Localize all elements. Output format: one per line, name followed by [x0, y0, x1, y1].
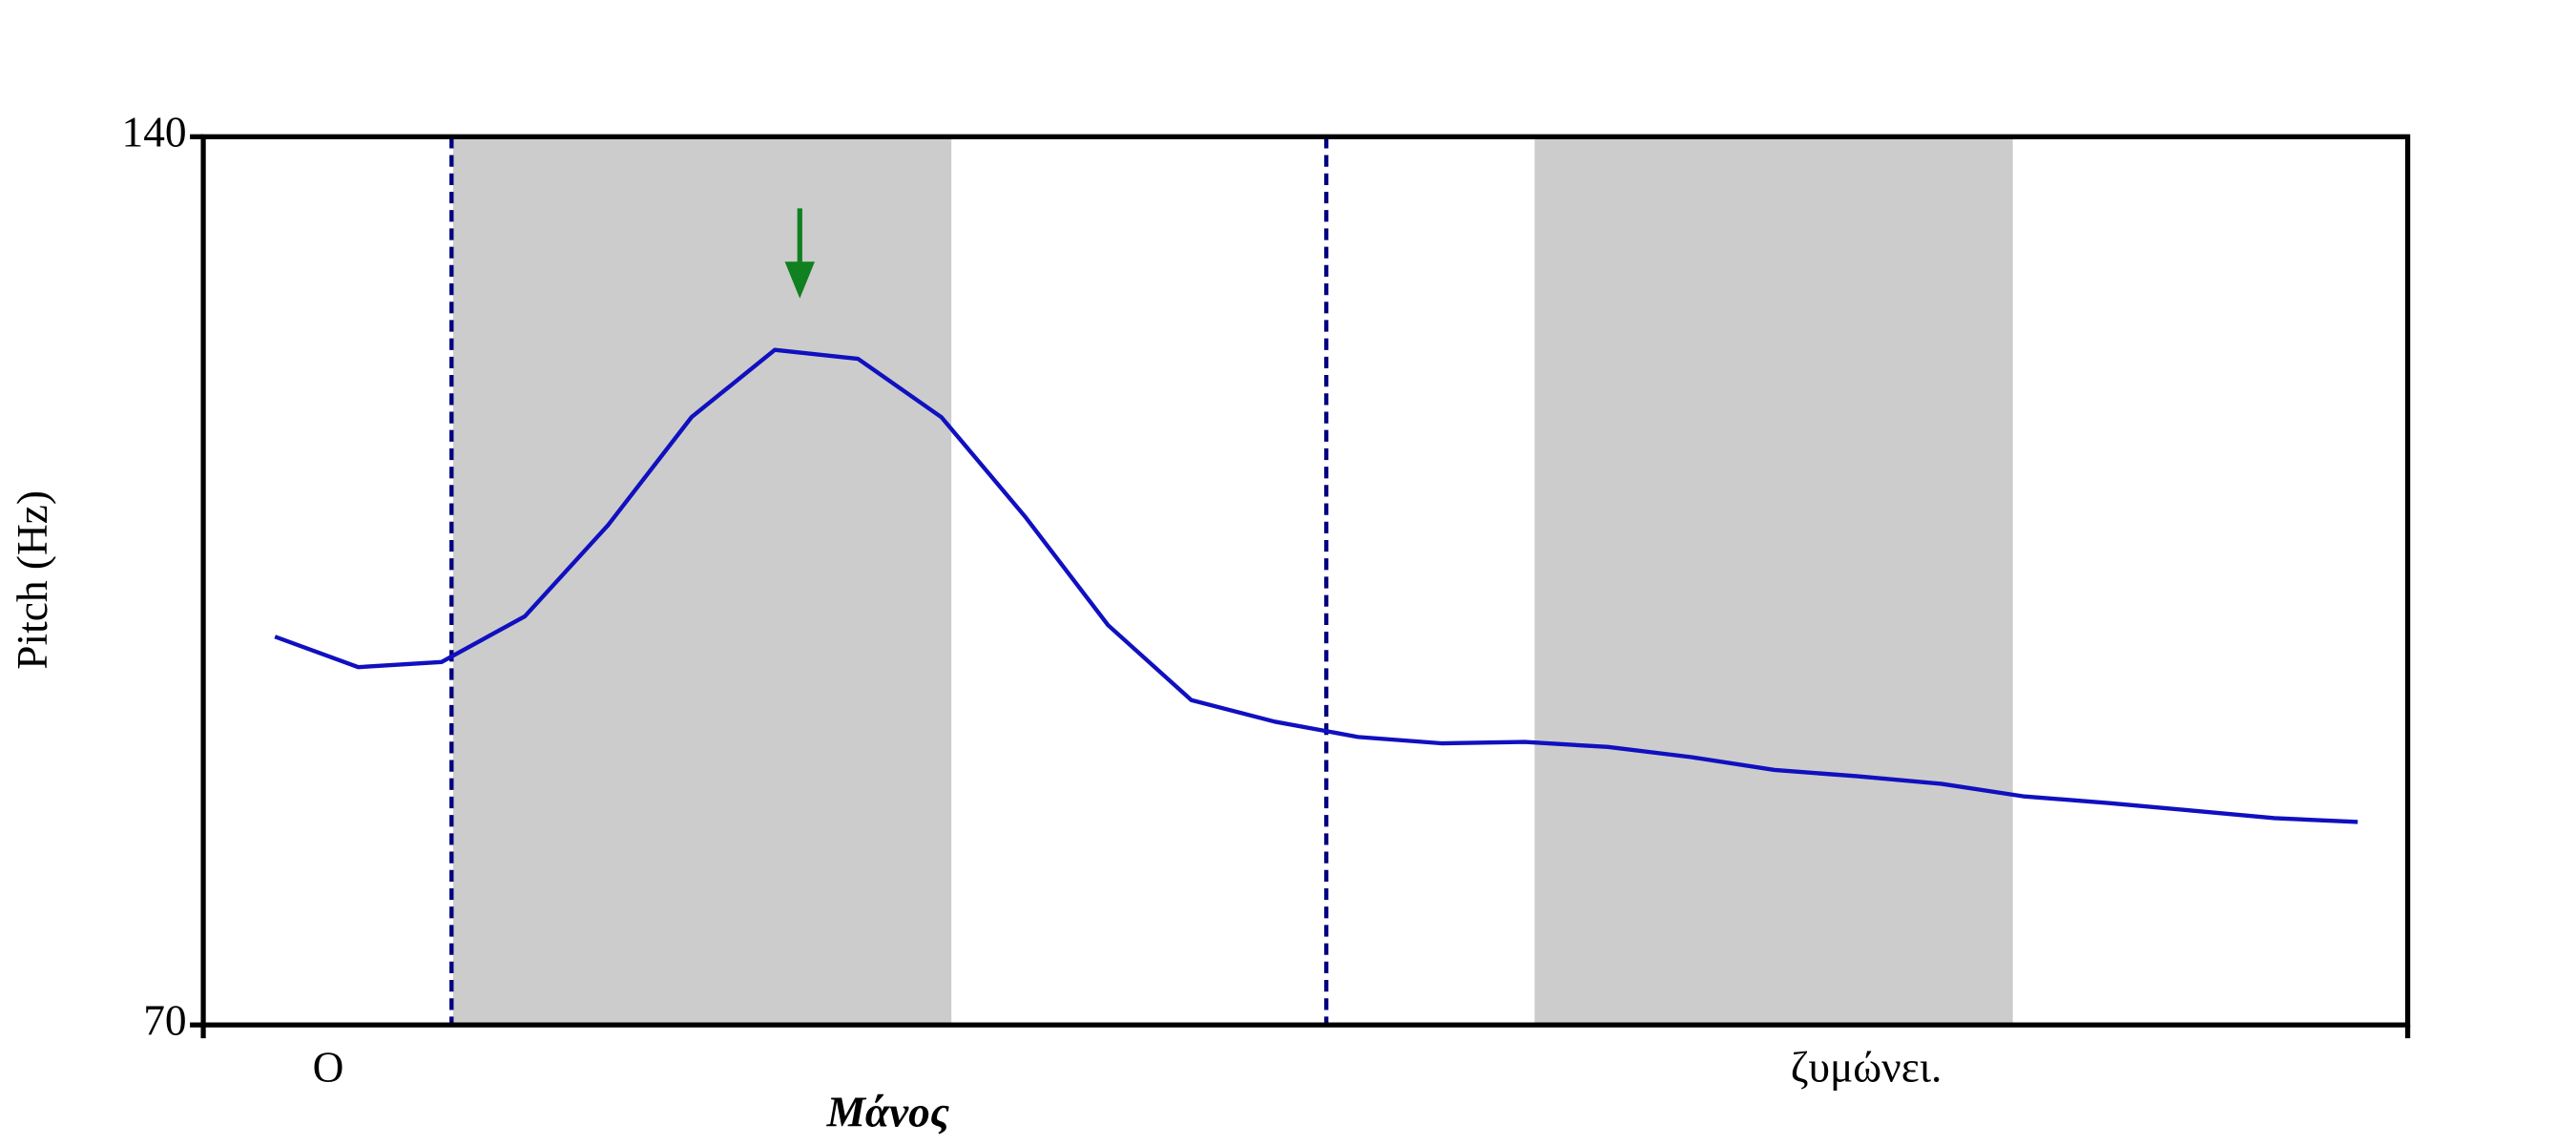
y-axis-label: Pitch (Hz)	[9, 490, 56, 670]
word-label: Ο	[313, 1043, 344, 1091]
shaded-region	[1534, 136, 2013, 1026]
word-label: ζυμώνει.	[1791, 1043, 1942, 1091]
y-tick-label: 70	[143, 997, 186, 1045]
y-tick-label: 140	[122, 109, 187, 156]
pitch-line	[274, 347, 2358, 824]
plot-frame	[200, 134, 2411, 1028]
shaded-region	[453, 136, 952, 1026]
word-label: Μάνος	[826, 1089, 950, 1136]
arrow	[784, 208, 816, 299]
